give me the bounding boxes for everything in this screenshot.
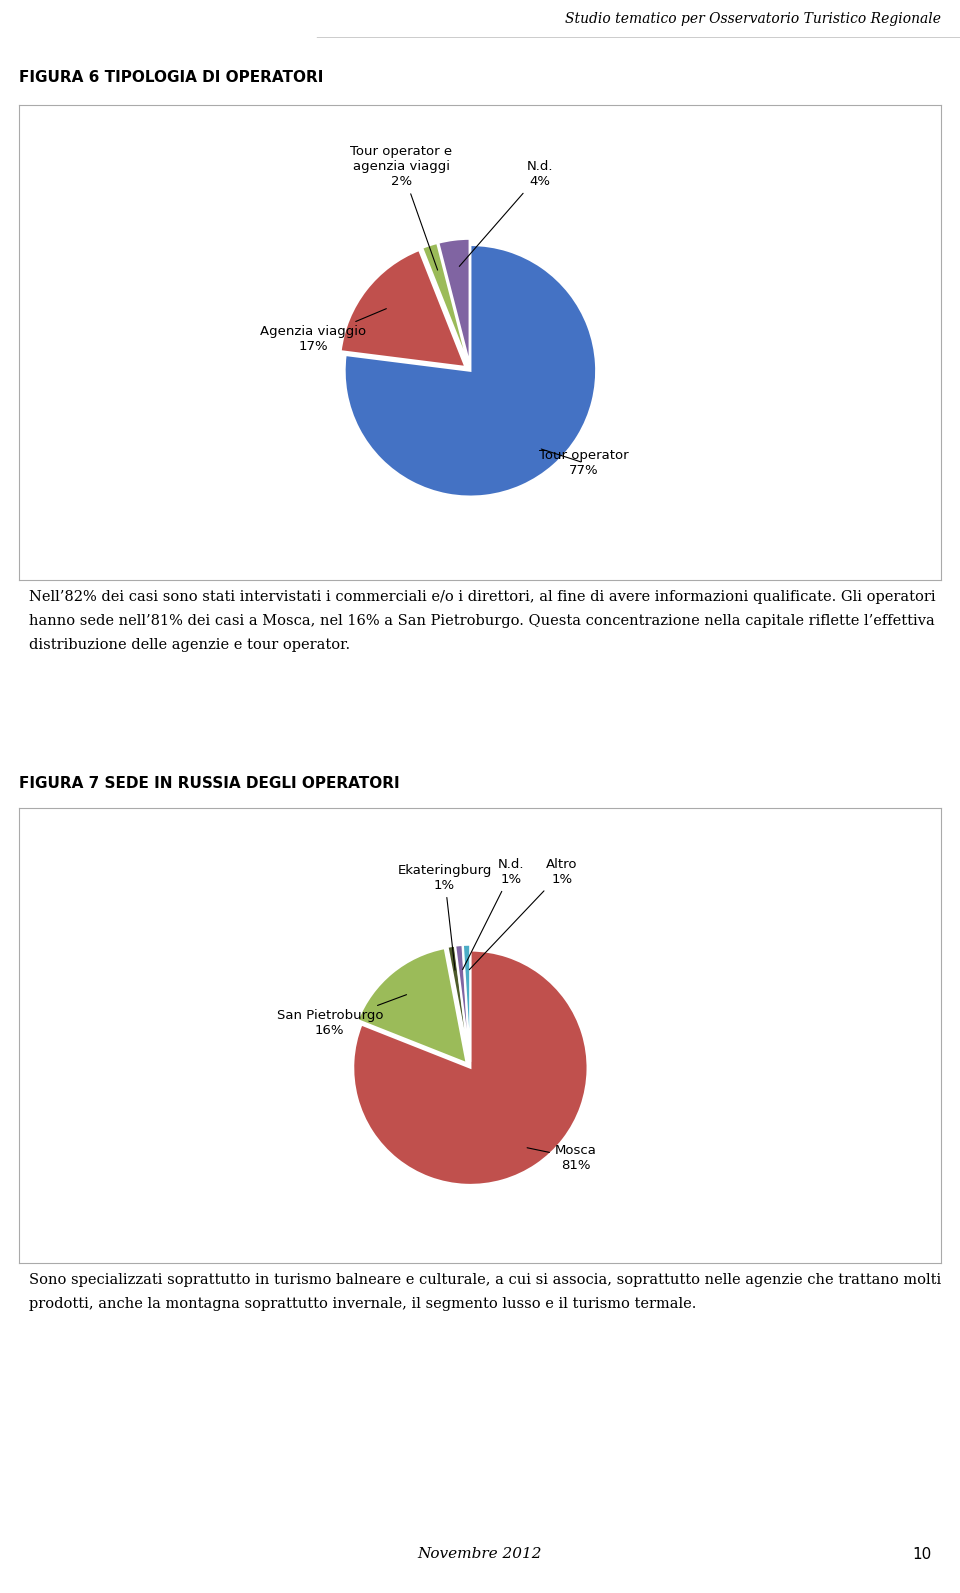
Text: Sono specializzati soprattutto in turismo balneare e culturale, a cui si associa: Sono specializzati soprattutto in turism… bbox=[29, 1273, 941, 1311]
Wedge shape bbox=[341, 250, 466, 366]
Wedge shape bbox=[353, 951, 588, 1185]
Text: Tour operator e
agenzia viaggi
2%: Tour operator e agenzia viaggi 2% bbox=[350, 145, 452, 271]
Text: Agenzia viaggio
17%: Agenzia viaggio 17% bbox=[260, 309, 386, 354]
Wedge shape bbox=[447, 946, 469, 1063]
Wedge shape bbox=[439, 239, 469, 365]
Text: Studio tematico per Osservatorio Turistico Regionale: Studio tematico per Osservatorio Turisti… bbox=[564, 13, 941, 25]
Text: Tour operator
77%: Tour operator 77% bbox=[539, 449, 629, 476]
Text: San Pietroburgo
16%: San Pietroburgo 16% bbox=[276, 994, 406, 1037]
Wedge shape bbox=[455, 945, 469, 1063]
Wedge shape bbox=[358, 948, 467, 1063]
Text: FIGURA 7 SEDE IN RUSSIA DEGLI OPERATORI: FIGURA 7 SEDE IN RUSSIA DEGLI OPERATORI bbox=[19, 776, 399, 792]
Wedge shape bbox=[422, 244, 468, 365]
Text: N.d.
1%: N.d. 1% bbox=[463, 859, 525, 970]
Text: Nell’82% dei casi sono stati intervistati i commerciali e/o i direttori, al fine: Nell’82% dei casi sono stati intervistat… bbox=[29, 589, 935, 652]
Text: Mosca
81%: Mosca 81% bbox=[527, 1144, 597, 1172]
Text: Ekateringburg
1%: Ekateringburg 1% bbox=[397, 863, 492, 970]
Text: Altro
1%: Altro 1% bbox=[469, 859, 578, 970]
Text: 10: 10 bbox=[912, 1547, 931, 1563]
Text: N.d.
4%: N.d. 4% bbox=[459, 161, 553, 266]
Text: Novembre 2012: Novembre 2012 bbox=[418, 1547, 542, 1561]
Wedge shape bbox=[463, 945, 470, 1063]
Wedge shape bbox=[345, 245, 596, 497]
Text: FIGURA 6 TIPOLOGIA DI OPERATORI: FIGURA 6 TIPOLOGIA DI OPERATORI bbox=[19, 70, 324, 84]
